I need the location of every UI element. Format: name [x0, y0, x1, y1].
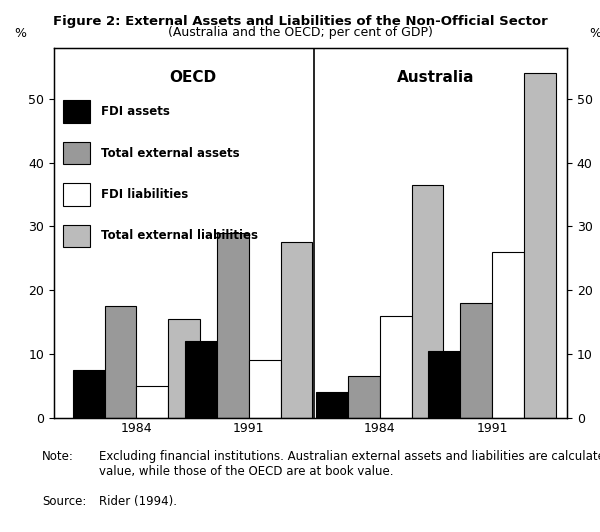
- Text: Source:: Source:: [42, 495, 86, 508]
- Bar: [104, 306, 136, 418]
- Text: Figure 2: External Assets and Liabilities of the Non-Official Sector: Figure 2: External Assets and Liabilitie…: [53, 15, 547, 28]
- Bar: [64, 184, 89, 206]
- Bar: [524, 73, 556, 418]
- Bar: [64, 225, 89, 247]
- Text: Australia: Australia: [397, 70, 475, 85]
- Bar: [492, 252, 524, 418]
- Bar: [64, 101, 89, 123]
- Text: Total external liabilities: Total external liabilities: [101, 229, 258, 243]
- Bar: [412, 185, 443, 418]
- Text: FDI assets: FDI assets: [101, 105, 170, 118]
- Text: Note:: Note:: [42, 450, 74, 462]
- Text: (Australia and the OECD; per cent of GDP): (Australia and the OECD; per cent of GDP…: [167, 26, 433, 38]
- Text: Rider (1994).: Rider (1994).: [99, 495, 177, 508]
- Bar: [316, 392, 348, 418]
- Bar: [428, 351, 460, 418]
- Bar: [380, 315, 412, 418]
- Bar: [73, 370, 104, 418]
- Text: Excluding financial institutions. Australian external assets and liabilities are: Excluding financial institutions. Austra…: [99, 450, 600, 478]
- Bar: [185, 341, 217, 418]
- Text: %: %: [589, 28, 600, 40]
- Bar: [348, 376, 380, 418]
- Bar: [136, 386, 168, 418]
- Bar: [168, 319, 200, 418]
- Bar: [249, 360, 281, 418]
- Bar: [217, 233, 249, 418]
- Text: Total external assets: Total external assets: [101, 146, 239, 160]
- Text: %: %: [14, 28, 26, 40]
- Bar: [64, 142, 89, 164]
- Bar: [281, 242, 313, 418]
- Text: FDI liabilities: FDI liabilities: [101, 188, 188, 201]
- Bar: [460, 303, 492, 418]
- Text: OECD: OECD: [169, 70, 216, 85]
